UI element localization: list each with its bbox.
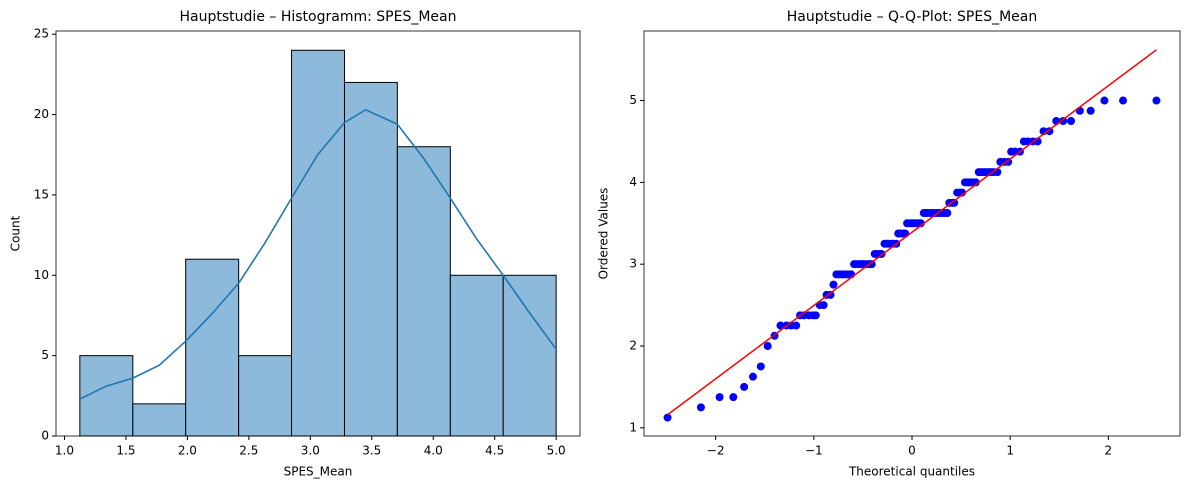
data-point xyxy=(819,301,828,310)
data-point xyxy=(916,219,925,228)
axes-frame xyxy=(55,30,581,437)
data-point xyxy=(1152,96,1161,105)
data-point xyxy=(826,290,835,299)
data-point xyxy=(1119,96,1128,105)
y-tick-label: 2 xyxy=(629,339,637,353)
histogram-bar xyxy=(132,403,187,437)
data-point xyxy=(950,198,959,207)
x-tick-label: 4.5 xyxy=(485,444,504,458)
histogram-bar xyxy=(238,355,293,437)
y-tick-label: 10 xyxy=(34,268,49,282)
data-point xyxy=(867,260,876,269)
histogram-bar xyxy=(502,274,557,437)
x-tick-label: 3.0 xyxy=(301,444,320,458)
x-tick-label: 0 xyxy=(908,444,916,458)
data-point xyxy=(1086,106,1095,115)
x-tick-label: −1 xyxy=(805,444,823,458)
data-point xyxy=(776,321,785,330)
x-axis-label: Theoretical quantiles xyxy=(848,465,975,479)
y-tick-label: 4 xyxy=(629,175,637,189)
histogram-bar xyxy=(449,274,504,437)
y-tick-label: 5 xyxy=(629,93,637,107)
y-tick-label: 15 xyxy=(34,187,49,201)
y-tick-label: 0 xyxy=(41,429,49,443)
y-tick-label: 20 xyxy=(34,107,49,121)
histogram-bar xyxy=(79,355,134,437)
chart-title: Hauptstudie – Histogramm: SPES_Mean xyxy=(180,9,457,25)
x-tick-label: 3.5 xyxy=(362,444,381,458)
data-point xyxy=(756,362,765,371)
data-point xyxy=(1004,157,1013,166)
histogram-bar xyxy=(343,81,398,437)
data-point xyxy=(901,229,910,238)
y-tick-label: 25 xyxy=(34,27,49,41)
x-tick-label: −2 xyxy=(707,444,725,458)
data-point xyxy=(748,372,757,381)
x-tick-label: 5.0 xyxy=(547,444,566,458)
y-tick-label: 1 xyxy=(629,420,637,434)
y-tick-label: 5 xyxy=(41,348,49,362)
data-point xyxy=(740,382,749,391)
x-tick-label: 1 xyxy=(1006,444,1014,458)
data-point xyxy=(763,342,772,350)
x-tick-label: 4.0 xyxy=(424,444,443,458)
x-tick-label: 2 xyxy=(1105,444,1113,458)
data-point xyxy=(1075,106,1084,115)
data-point xyxy=(958,188,967,197)
data-point xyxy=(1059,117,1068,125)
data-point xyxy=(943,209,952,218)
chart-title: Hauptstudie – Q-Q-Plot: SPES_Mean xyxy=(787,9,1038,25)
data-point xyxy=(811,311,820,320)
x-tick-label: 1.5 xyxy=(116,444,135,458)
histogram-bar xyxy=(396,146,451,437)
data-point xyxy=(829,280,838,289)
x-tick-label: 1.0 xyxy=(55,444,74,458)
x-tick-label: 2.5 xyxy=(239,444,258,458)
data-point xyxy=(1067,117,1076,125)
data-point xyxy=(729,393,738,402)
y-axis-label: Count xyxy=(9,215,23,251)
chart-panel: Hauptstudie – Histogramm: SPES_Mean SPES_… xyxy=(9,9,581,479)
chart-panel: Hauptstudie – Q-Q-Plot: SPES_Mean Theoret… xyxy=(597,9,1181,479)
y-axis-label: Ordered Values xyxy=(597,188,611,280)
data-point xyxy=(971,178,980,187)
y-tick-label: 3 xyxy=(629,257,637,271)
x-axis-label: SPES_Mean xyxy=(284,465,353,479)
data-point xyxy=(1045,127,1054,136)
histogram-bar xyxy=(185,258,240,437)
kde-line xyxy=(79,108,557,400)
histogram-bar xyxy=(291,49,345,437)
data-point xyxy=(792,321,801,330)
data-point xyxy=(715,393,724,402)
data-point xyxy=(1100,96,1109,105)
fit-line xyxy=(667,49,1157,416)
x-tick-label: 2.0 xyxy=(178,444,197,458)
data-point xyxy=(663,413,672,422)
data-point xyxy=(696,403,705,412)
